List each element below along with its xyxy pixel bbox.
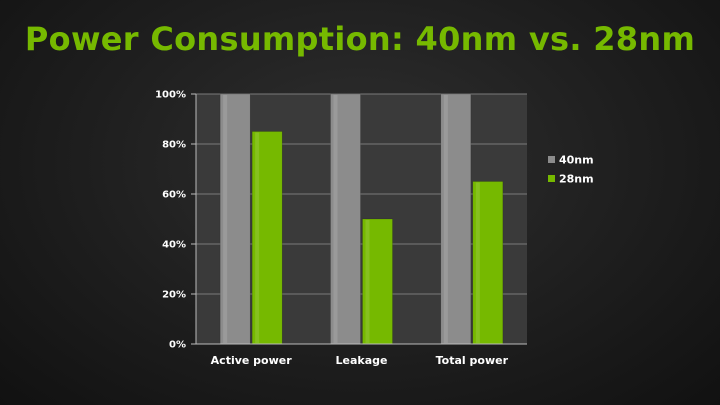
bar-40nm-total-power — [440, 93, 472, 345]
y-tick-label: 100% — [155, 90, 186, 101]
legend-label-40nm: 40nm — [559, 154, 594, 167]
y-tick-label: 20% — [162, 290, 186, 301]
bars — [219, 93, 504, 345]
bar-highlight — [223, 95, 228, 343]
legend: 40nm 28nm — [548, 154, 594, 186]
bar-highlight — [475, 182, 480, 343]
axes: 0% 20% 40% 60% 80% 100% Active power Leakage Tot… — [155, 90, 527, 367]
bar-28nm-total-power — [472, 181, 504, 345]
bar-40nm-leakage — [330, 93, 361, 345]
bar-40nm-active-power — [219, 93, 251, 345]
legend-swatch-28nm — [548, 175, 555, 182]
bar-highlight — [443, 95, 448, 343]
y-tick-label: 40% — [162, 240, 186, 251]
y-tick-label: 0% — [169, 340, 186, 351]
y-tick-label: 60% — [162, 190, 186, 201]
legend-swatch-40nm — [548, 156, 555, 163]
bar-highlight — [333, 95, 338, 343]
x-tick-label: Leakage — [336, 354, 388, 367]
x-tick-label: Total power — [436, 354, 509, 367]
bar-highlight — [365, 220, 370, 343]
bar-28nm-active-power — [251, 131, 283, 345]
legend-label-28nm: 28nm — [559, 173, 594, 186]
plot-area — [196, 94, 527, 344]
bar-highlight — [255, 132, 260, 343]
y-tick-label: 80% — [162, 140, 186, 151]
chart-title: Power Consumption: 40nm vs. 28nm — [24, 20, 696, 58]
x-tick-label: Active power — [211, 354, 293, 367]
